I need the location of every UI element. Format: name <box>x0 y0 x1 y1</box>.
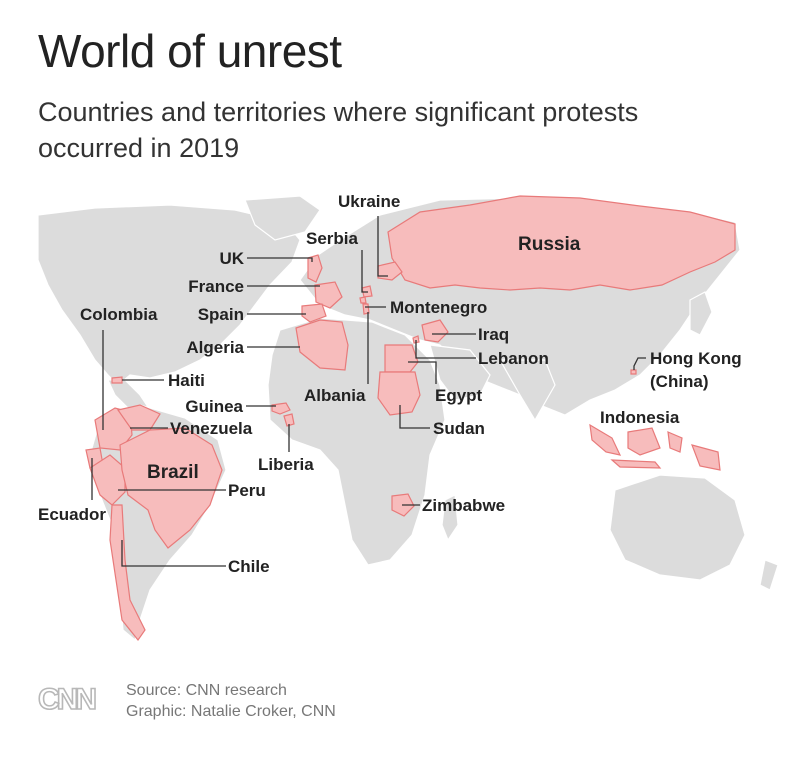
label-brazil: Brazil <box>147 462 199 483</box>
region-sudan <box>377 371 421 416</box>
label-sudan: Sudan <box>433 419 485 438</box>
label-haiti: Haiti <box>168 371 205 390</box>
region-russia <box>387 195 736 291</box>
north-america <box>37 204 301 386</box>
label-spain: Spain <box>198 305 244 324</box>
source-line: Source: CNN research <box>126 682 287 699</box>
japan <box>689 291 713 336</box>
source-credits: Source: CNN research Graphic: Natalie Cr… <box>126 680 336 722</box>
region-algeria <box>295 319 349 371</box>
leader-chile <box>121 540 226 567</box>
leader-sudan <box>399 405 430 429</box>
india <box>498 359 556 422</box>
leader-lebanon <box>415 340 476 359</box>
highlighted-countries <box>85 195 736 642</box>
label-peru: Peru <box>228 481 266 500</box>
region-chile <box>109 504 146 642</box>
madagascar <box>441 494 459 542</box>
label-russia: Russia <box>518 234 581 255</box>
label-venezuela: Venezuela <box>170 419 253 438</box>
country-labels: Ukraine Russia Serbia UK France Spain Co… <box>38 192 742 576</box>
leader-lines <box>91 216 646 567</box>
label-zimbabwe: Zimbabwe <box>422 496 505 515</box>
label-indonesia: Indonesia <box>600 408 680 427</box>
label-algeria: Algeria <box>186 338 244 357</box>
label-guinea: Guinea <box>185 397 243 416</box>
label-ecuador: Ecuador <box>38 505 106 524</box>
leader-hong-kong <box>633 357 646 370</box>
label-iraq: Iraq <box>478 325 509 344</box>
arabia <box>429 344 491 401</box>
label-hong-kong-sub: (China) <box>650 372 709 391</box>
region-haiti <box>111 376 123 384</box>
cnn-logo: CNN <box>38 682 99 716</box>
region-liberia <box>283 413 295 427</box>
region-venezuela <box>116 404 161 431</box>
label-ukraine: Ukraine <box>338 192 400 211</box>
label-lebanon: Lebanon <box>478 349 549 368</box>
africa <box>267 317 446 566</box>
region-montenegro <box>359 296 367 304</box>
label-hong-kong: Hong Kong <box>650 349 742 368</box>
greenland <box>244 195 321 241</box>
region-hong-kong <box>630 369 637 375</box>
leader-ukraine <box>377 216 388 277</box>
region-indonesia <box>589 423 721 471</box>
region-peru <box>89 454 126 506</box>
label-france: France <box>188 277 244 296</box>
label-colombia: Colombia <box>80 305 158 324</box>
page-title: World of unrest <box>38 25 342 77</box>
label-uk: UK <box>219 249 244 268</box>
region-france <box>314 281 343 309</box>
region-iraq <box>421 319 449 343</box>
label-serbia: Serbia <box>306 229 359 248</box>
label-egypt: Egypt <box>435 386 483 405</box>
region-brazil <box>119 427 223 549</box>
graphic-credit: Graphic: Natalie Croker, CNN <box>126 703 336 720</box>
label-liberia: Liberia <box>258 455 314 474</box>
label-albania: Albania <box>304 386 366 405</box>
region-egypt <box>384 344 419 373</box>
leader-uk <box>247 257 313 262</box>
new-zealand <box>759 559 779 591</box>
leader-serbia <box>361 250 368 293</box>
label-montenegro: Montenegro <box>390 298 487 317</box>
region-lebanon <box>412 335 420 344</box>
leader-egypt <box>408 361 437 384</box>
page-subtitle: Countries and territories where signific… <box>38 97 639 163</box>
australia <box>609 474 746 581</box>
label-chile: Chile <box>228 557 270 576</box>
svg-text:CNN: CNN <box>38 683 95 716</box>
region-guinea <box>271 402 291 415</box>
